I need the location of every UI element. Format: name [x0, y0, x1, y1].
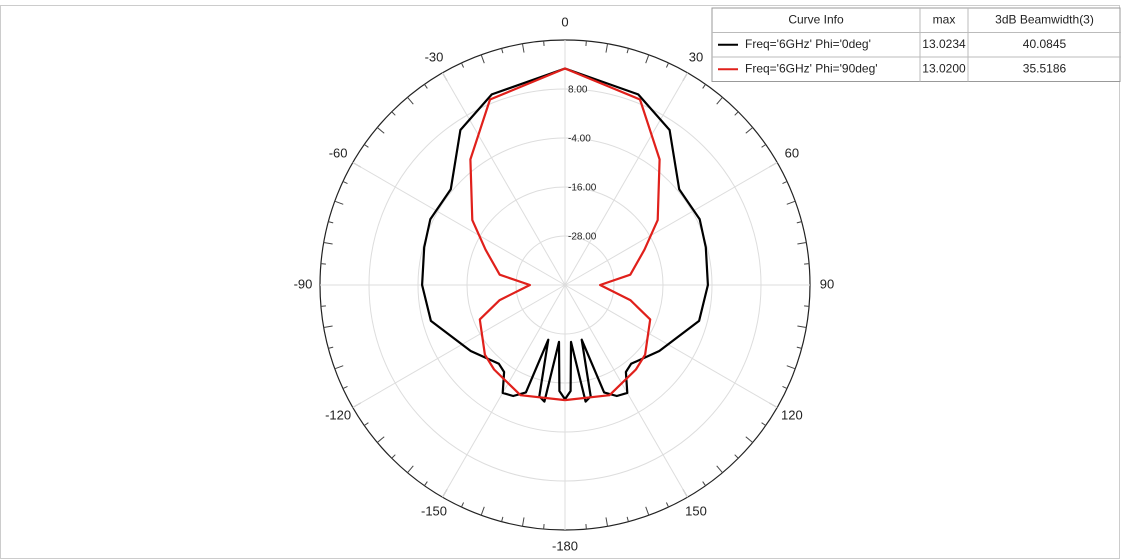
spoke-grid-line	[352, 284, 566, 408]
r-tick-label: 8.00	[568, 85, 588, 96]
minor-tick	[521, 43, 525, 53]
minor-tick	[501, 516, 504, 522]
legend-label: Freq='6GHz' Phi='0deg'	[745, 37, 871, 51]
ring-grid-line	[515, 235, 615, 335]
minor-tick	[796, 221, 802, 224]
minor-tick	[376, 127, 385, 134]
table-header: Curve Info	[788, 12, 844, 26]
theta-tick-label: -60	[329, 145, 348, 160]
minor-tick	[461, 502, 465, 508]
minor-tick	[645, 54, 650, 64]
minor-tick	[786, 200, 796, 205]
minor-tick	[665, 62, 669, 68]
minor-tick	[342, 181, 348, 185]
minor-tick	[323, 241, 333, 245]
theta-tick-label: -90	[294, 276, 313, 291]
minor-tick	[480, 54, 485, 64]
spoke-grid-line	[352, 162, 566, 286]
series-line	[469, 67, 661, 402]
ring-grid-line	[466, 186, 664, 384]
minor-tick	[407, 96, 414, 105]
table-cell: 13.0234	[922, 37, 966, 51]
r-tick-label: -16.00	[568, 183, 597, 194]
minor-tick	[626, 48, 629, 54]
table-header: max	[933, 12, 956, 26]
minor-tick	[734, 454, 739, 459]
ring-grid-line	[417, 137, 713, 433]
minor-tick	[745, 436, 754, 443]
spoke-grid-line	[442, 72, 566, 286]
legend-label: Freq='6GHz' Phi='90deg'	[745, 61, 878, 75]
minor-tick	[501, 48, 504, 54]
theta-tick-label: -150	[421, 503, 447, 518]
spoke-grid-line	[564, 284, 778, 408]
theta-tick-label: -30	[425, 50, 444, 65]
minor-tick	[328, 221, 334, 224]
minor-tick	[328, 346, 334, 349]
minor-tick	[782, 385, 788, 389]
table-header: 3dB Beamwidth(3)	[995, 12, 1094, 26]
minor-tick	[364, 422, 369, 426]
minor-tick	[424, 84, 428, 89]
minor-tick	[745, 127, 754, 134]
minor-tick	[761, 422, 766, 426]
minor-tick	[391, 111, 396, 116]
minor-tick	[334, 200, 344, 205]
minor-tick	[461, 62, 465, 68]
r-tick-label: -4.00	[568, 134, 591, 145]
minor-tick	[323, 325, 333, 329]
minor-tick	[424, 481, 428, 486]
minor-tick	[605, 43, 609, 53]
legend-table	[711, 7, 1121, 82]
minor-tick	[626, 516, 629, 522]
minor-tick	[716, 96, 723, 105]
minor-tick	[702, 481, 706, 486]
theta-tick-label: -180	[552, 538, 578, 553]
minor-tick	[716, 465, 723, 474]
minor-tick	[797, 241, 807, 245]
minor-tick	[797, 325, 807, 329]
theta-tick-label: 30	[689, 50, 703, 65]
table-cell: 40.0845	[1023, 37, 1067, 51]
minor-tick	[782, 181, 788, 185]
minor-tick	[761, 144, 766, 148]
theta-tick-label: -120	[325, 407, 351, 422]
minor-tick	[334, 365, 344, 370]
theta-tick-label: 120	[781, 407, 803, 422]
theta-tick-label: 60	[785, 145, 799, 160]
table-cell: 35.5186	[1023, 61, 1067, 75]
minor-tick	[734, 111, 739, 116]
minor-tick	[376, 436, 385, 443]
minor-tick	[521, 517, 525, 527]
ring-grid-line	[368, 88, 762, 482]
r-tick-label: -28.00	[568, 232, 597, 243]
minor-tick	[645, 506, 650, 516]
minor-tick	[665, 502, 669, 508]
minor-tick	[702, 84, 706, 89]
minor-tick	[480, 506, 485, 516]
minor-tick	[364, 144, 369, 148]
table-cell: 13.0200	[922, 61, 966, 75]
spoke-grid-line	[564, 72, 688, 286]
theta-tick-label: 150	[685, 503, 707, 518]
theta-tick-label: 0	[561, 14, 568, 29]
spoke-grid-line	[564, 162, 778, 286]
minor-tick	[796, 346, 802, 349]
minor-tick	[605, 517, 609, 527]
plot-frame	[0, 5, 1120, 559]
minor-tick	[786, 365, 796, 370]
minor-tick	[391, 454, 396, 459]
theta-tick-label: 90	[820, 276, 834, 291]
minor-tick	[407, 465, 414, 474]
minor-tick	[342, 385, 348, 389]
